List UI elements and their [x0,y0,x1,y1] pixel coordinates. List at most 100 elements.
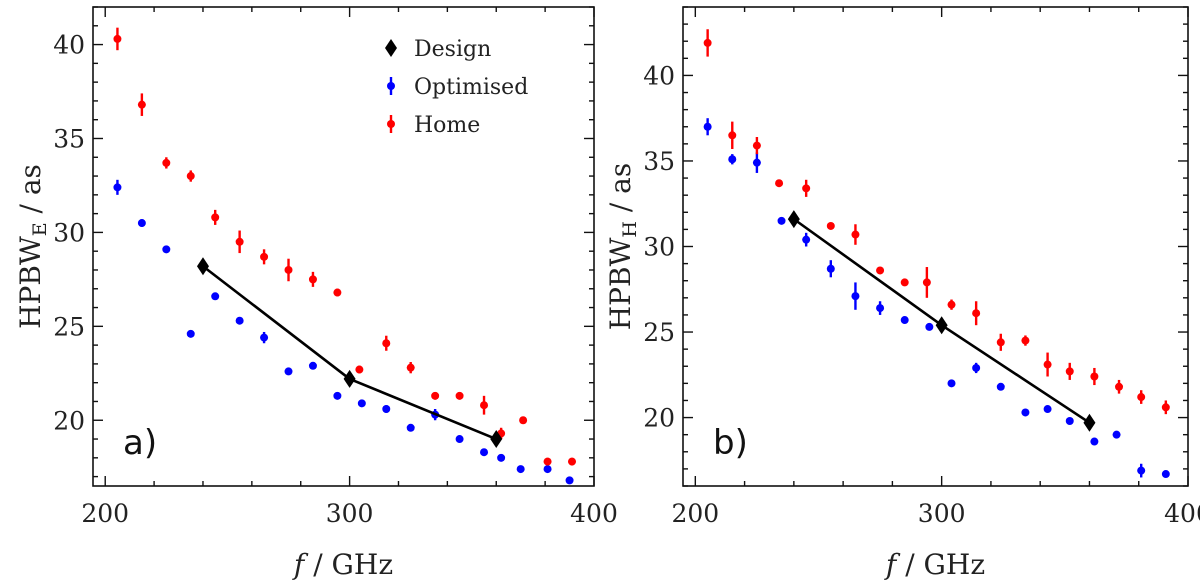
series-optimised [113,179,574,485]
y-tick-label: 30 [643,233,675,262]
panel-b: 200 300 400 20 25 30 35 40 f / GHz HPBWH / as b) [604,6,1200,581]
data-point [1090,372,1099,381]
data-point [1137,393,1146,402]
data-point [308,361,317,370]
y-tick-label: 40 [643,61,675,90]
data-point [260,333,269,342]
x-tick-label: 200 [81,499,129,528]
data-point [947,300,956,309]
data-point [565,476,574,485]
data-point [703,38,712,47]
data-point [728,131,737,140]
data-point [1112,430,1121,439]
data-point [137,100,146,109]
data-point [355,365,364,374]
x-tick-label: 400 [1164,499,1200,528]
data-point [826,221,835,230]
data-point [1065,416,1074,425]
data-point [162,245,171,254]
y-axis-label-sub: H [619,221,641,238]
legend-marker-home [387,120,395,128]
x-axis-label: f / GHz [292,548,393,581]
data-point [947,379,956,388]
series-design [787,210,1096,432]
data-point [162,158,171,167]
design-point [490,430,503,449]
y-tick-label: 30 [53,218,85,247]
design-line [202,265,497,441]
data-point [802,235,811,244]
y-axis-label: HPBWH / as [604,163,641,331]
y-tick-label: 20 [53,406,85,435]
x-axis-label-unit: / GHz [304,548,393,581]
y-tick-label: 20 [643,404,675,433]
data-point [703,122,712,131]
data-point [1161,470,1170,479]
data-point [802,184,811,193]
data-point [1090,437,1099,446]
y-axis-label: HPBWE / as [14,164,51,329]
data-point [826,264,835,273]
panel-label: b) [713,423,748,463]
design-point [1083,413,1096,432]
legend-label-optimised: Optimised [414,75,528,100]
data-point [235,316,244,325]
data-point [728,155,737,164]
data-point [113,183,122,192]
legend-marker-design [385,39,397,57]
data-point [516,465,525,474]
data-point [972,309,981,318]
data-point [925,322,934,331]
data-point [972,363,981,372]
data-point [996,338,1005,347]
data-point [851,292,860,301]
data-point [186,329,195,338]
x-axis-label-unit: / GHz [896,548,985,581]
data-point [922,278,931,287]
data-point [260,252,269,261]
series-design [196,257,503,449]
data-point [382,339,391,348]
legend-marker-optimised [387,82,395,90]
y-axis-label-unit: / as [604,163,637,221]
data-point [1065,367,1074,376]
legend-label-design: Design [414,37,491,62]
data-point [235,237,244,246]
data-point [851,230,860,239]
data-point [480,448,489,457]
data-point [1161,403,1170,412]
data-point [1043,405,1052,414]
data-point [497,453,506,462]
y-tick-label: 40 [53,31,85,60]
x-tick-label: 300 [326,499,374,528]
data-point [876,266,885,275]
data-point [752,158,761,167]
legend-label-home: Home [414,113,480,138]
data-point [113,34,122,43]
data-point [357,399,366,408]
legend: Design Optimised Home [385,37,528,138]
data-point [996,382,1005,391]
series-optimised [703,118,1170,479]
data-point [900,278,909,287]
data-point [333,391,342,400]
data-point [1043,360,1052,369]
data-point [382,404,391,413]
y-tick-label: 35 [643,147,675,176]
data-point [455,391,464,400]
data-point [211,213,220,222]
design-point [343,369,356,388]
design-point [787,210,800,229]
data-point [1137,466,1146,475]
x-axis-label: f / GHz [884,548,985,581]
data-point [876,304,885,313]
data-point [406,363,415,372]
y-tick-label: 25 [53,312,85,341]
y-axis-label-main: HPBW [14,236,47,329]
data-point [775,179,784,188]
data-point [752,141,761,150]
panel-a: 200 300 400 20 25 30 35 40 f / GHz HPBWE / as a) De… [14,6,618,581]
panel-label: a) [123,423,157,463]
y-axis-label-main: HPBW [604,237,637,330]
